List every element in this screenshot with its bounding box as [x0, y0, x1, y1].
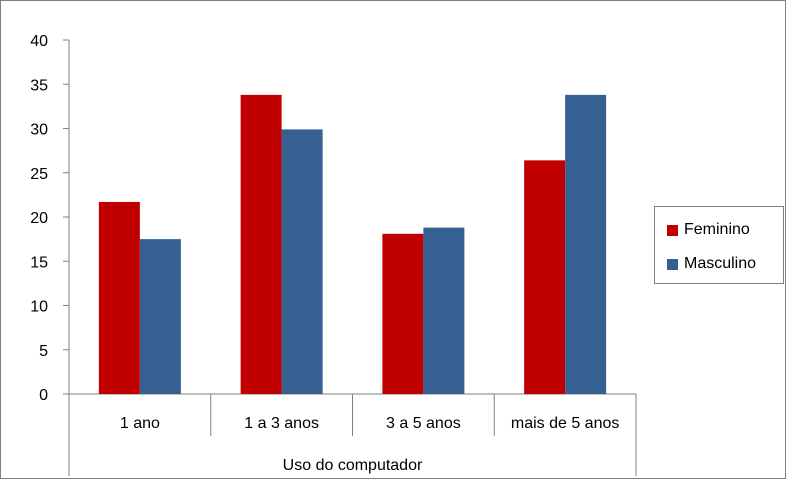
legend-swatch-masculino: [667, 258, 678, 270]
bar-masculino-1: [139, 239, 181, 394]
x-tick-label: 1 ano: [120, 415, 160, 432]
bar-masculino-3: [423, 227, 465, 394]
legend-label-feminino: Feminino: [684, 221, 750, 238]
x-axis-title: Uso do computador: [283, 457, 423, 474]
bars: [98, 94, 607, 395]
x-tick-label: 1 a 3 anos: [244, 415, 319, 432]
bar-feminino-4: [524, 160, 566, 394]
y-tick-label: 20: [30, 210, 48, 227]
labels: 0 5 10 15 20 25 30 35 40 1 ano 1 a 3 anos 3 a 5 ano…: [30, 33, 619, 474]
bar-feminino-1: [98, 201, 140, 394]
legend: Feminino Masculino: [654, 206, 784, 284]
y-tick-label: 40: [30, 33, 48, 50]
legend-item-feminino: Feminino: [667, 221, 750, 239]
y-tick-label: 15: [30, 254, 48, 271]
legend-item-masculino: Masculino: [667, 255, 756, 273]
x-tick-label: mais de 5 anos: [511, 415, 620, 432]
legend-label-masculino: Masculino: [684, 255, 757, 272]
legend-swatch-feminino: [667, 224, 678, 236]
y-tick-label: 10: [30, 299, 48, 316]
bar-feminino-2: [240, 94, 282, 395]
bar-masculino-2: [281, 129, 323, 394]
y-tick-label: 35: [30, 77, 48, 94]
y-tick-label: 30: [30, 122, 48, 139]
y-tick-label: 25: [30, 166, 48, 183]
bar-masculino-4: [565, 94, 607, 395]
y-tick-label: 5: [39, 343, 48, 360]
y-tick-label: 0: [39, 387, 48, 404]
x-tick-label: 3 a 5 anos: [386, 415, 461, 432]
bar-feminino-3: [382, 233, 424, 394]
